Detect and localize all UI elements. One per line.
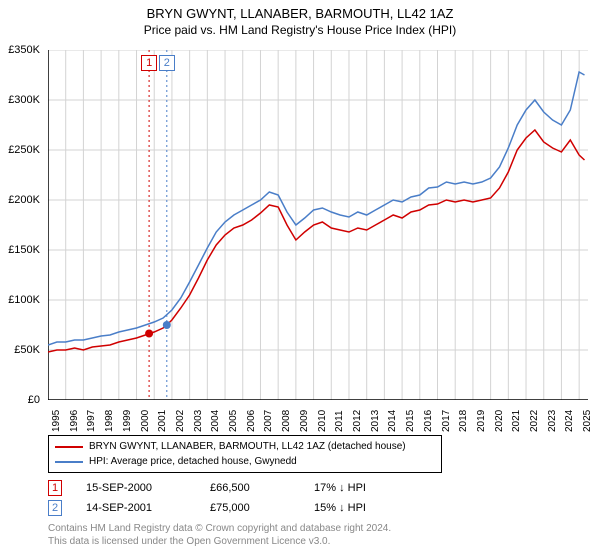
x-tick-label: 1999 <box>122 410 133 432</box>
footnote-pct: 17% ↓ HPI <box>314 482 414 494</box>
legend-box: BRYN GWYNT, LLANABER, BARMOUTH, LL42 1AZ… <box>48 435 442 473</box>
chart-subtitle: Price paid vs. HM Land Registry's House … <box>0 21 600 41</box>
legend-row: BRYN GWYNT, LLANABER, BARMOUTH, LL42 1AZ… <box>55 439 435 454</box>
x-tick-label: 2019 <box>476 410 487 432</box>
x-tick-label: 1998 <box>104 410 115 432</box>
y-tick-label: £0 <box>0 394 40 406</box>
x-tick-label: 2011 <box>334 410 345 432</box>
chart-area <box>48 50 588 400</box>
x-tick-label: 1995 <box>51 410 62 432</box>
x-tick-label: 2001 <box>157 410 168 432</box>
legend-swatch <box>55 461 83 463</box>
x-tick-label: 2005 <box>228 410 239 432</box>
x-tick-label: 2008 <box>281 410 292 432</box>
footnote-pct: 15% ↓ HPI <box>314 502 414 514</box>
legend-swatch <box>55 446 83 448</box>
y-tick-label: £150K <box>0 244 40 256</box>
x-tick-label: 2003 <box>193 410 204 432</box>
x-tick-label: 2004 <box>210 410 221 432</box>
x-tick-label: 2013 <box>370 410 381 432</box>
x-tick-label: 2007 <box>263 410 274 432</box>
marker-label: 2 <box>159 55 175 71</box>
x-tick-label: 2022 <box>529 410 540 432</box>
chart-svg <box>48 50 588 400</box>
x-tick-label: 2000 <box>140 410 151 432</box>
footnote-price: £66,500 <box>210 482 290 494</box>
x-tick-label: 2012 <box>352 410 363 432</box>
footnote-price: £75,000 <box>210 502 290 514</box>
y-tick-label: £350K <box>0 44 40 56</box>
y-tick-label: £100K <box>0 294 40 306</box>
x-tick-label: 2010 <box>317 410 328 432</box>
x-tick-label: 2002 <box>175 410 186 432</box>
footnote-row: 2 14-SEP-2001 £75,000 15% ↓ HPI <box>48 498 414 518</box>
x-tick-label: 1997 <box>86 410 97 432</box>
x-tick-label: 2024 <box>564 410 575 432</box>
x-tick-label: 2020 <box>494 410 505 432</box>
legend-label: BRYN GWYNT, LLANABER, BARMOUTH, LL42 1AZ… <box>89 439 406 454</box>
x-tick-label: 2006 <box>246 410 257 432</box>
footnote-row: 1 15-SEP-2000 £66,500 17% ↓ HPI <box>48 478 414 498</box>
footnote-date: 14-SEP-2001 <box>86 502 186 514</box>
chart-title: BRYN GWYNT, LLANABER, BARMOUTH, LL42 1AZ <box>0 0 600 21</box>
x-tick-label: 2017 <box>441 410 452 432</box>
x-tick-label: 2023 <box>547 410 558 432</box>
footnotes: 1 15-SEP-2000 £66,500 17% ↓ HPI 2 14-SEP… <box>48 478 414 518</box>
x-tick-label: 2015 <box>405 410 416 432</box>
x-tick-label: 2009 <box>299 410 310 432</box>
footnote-marker: 1 <box>48 480 62 496</box>
x-tick-label: 2021 <box>511 410 522 432</box>
y-tick-label: £200K <box>0 194 40 206</box>
legend-row: HPI: Average price, detached house, Gwyn… <box>55 454 435 469</box>
y-tick-label: £50K <box>0 344 40 356</box>
x-tick-label: 2025 <box>582 410 593 432</box>
footnote-date: 15-SEP-2000 <box>86 482 186 494</box>
legend-label: HPI: Average price, detached house, Gwyn… <box>89 454 297 469</box>
marker-label: 1 <box>141 55 157 71</box>
x-tick-label: 2016 <box>423 410 434 432</box>
y-tick-label: £300K <box>0 94 40 106</box>
x-tick-label: 2014 <box>387 410 398 432</box>
y-tick-label: £250K <box>0 144 40 156</box>
x-tick-label: 1996 <box>69 410 80 432</box>
footnote-marker: 2 <box>48 500 62 516</box>
x-tick-label: 2018 <box>458 410 469 432</box>
attribution-text: Contains HM Land Registry data © Crown c… <box>48 522 391 548</box>
